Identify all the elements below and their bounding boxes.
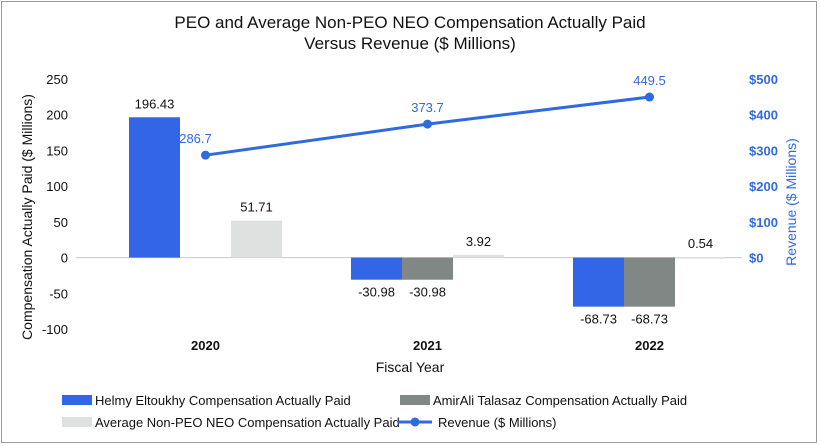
right-tick-label: $400 [749,108,778,123]
left-axis-title: Compensation Actually Paid ($ Millions) [19,94,35,340]
bar [129,117,180,258]
right-tick-label: $0 [749,251,763,266]
legend-swatch [62,395,92,405]
bar-data-label: 51.71 [240,200,273,215]
bar-data-label: -30.98 [358,285,395,300]
revenue-data-label: 449.5 [633,73,666,88]
x-tick-label: 2022 [635,338,664,353]
right-tick-label: $200 [749,179,778,194]
legend-swatch [400,395,430,405]
bar [231,220,282,258]
x-tick-label: 2020 [191,338,220,353]
legend-swatch [62,417,92,427]
left-tick-label: 150 [46,143,68,158]
x-axis-title: Fiscal Year [376,359,445,375]
bar-data-label: -30.98 [409,285,446,300]
x-tick-label: 2021 [413,338,442,353]
left-tick-label: 50 [54,215,68,230]
revenue-point [645,92,654,102]
left-tick-label: -50 [49,286,68,301]
left-tick-label: -100 [42,322,68,337]
revenue-data-label: 373.7 [411,100,444,115]
legend-label: Average Non-PEO NEO Compensation Actuall… [95,415,400,430]
legend-label: Helmy Eltoukhy Compensation Actually Pai… [95,393,351,408]
revenue-data-label: 286.7 [179,131,212,146]
left-tick-label: 0 [61,251,68,266]
legend-label: AmirAli Talasaz Compensation Actually Pa… [433,393,687,408]
bar-data-label: -68.73 [631,312,668,327]
left-tick-label: 200 [46,108,68,123]
legend-label: Revenue ($ Millions) [438,415,557,430]
bar-data-label: -68.73 [580,312,617,327]
bar [573,257,624,307]
revenue-point [201,150,210,160]
legend-marker [410,417,420,427]
left-tick-label: 250 [46,72,68,87]
right-axis-title: Revenue ($ Millions) [783,138,799,266]
right-tick-label: $500 [749,72,778,87]
bar [402,257,453,280]
right-tick-label: $100 [749,215,778,230]
chart-subtitle: Versus Revenue ($ Millions) [304,34,516,53]
bar-data-label: 0.54 [688,236,713,251]
left-tick-label: 100 [46,179,68,194]
bar [624,257,675,307]
bar-data-label: 196.43 [135,96,175,111]
right-tick-label: $300 [749,143,778,158]
chart-title: PEO and Average Non-PEO NEO Compensation… [174,13,645,32]
bar [675,257,726,259]
bar [453,254,504,258]
bar [351,257,402,280]
bar-data-label: 3.92 [466,234,491,249]
revenue-point [423,119,432,129]
